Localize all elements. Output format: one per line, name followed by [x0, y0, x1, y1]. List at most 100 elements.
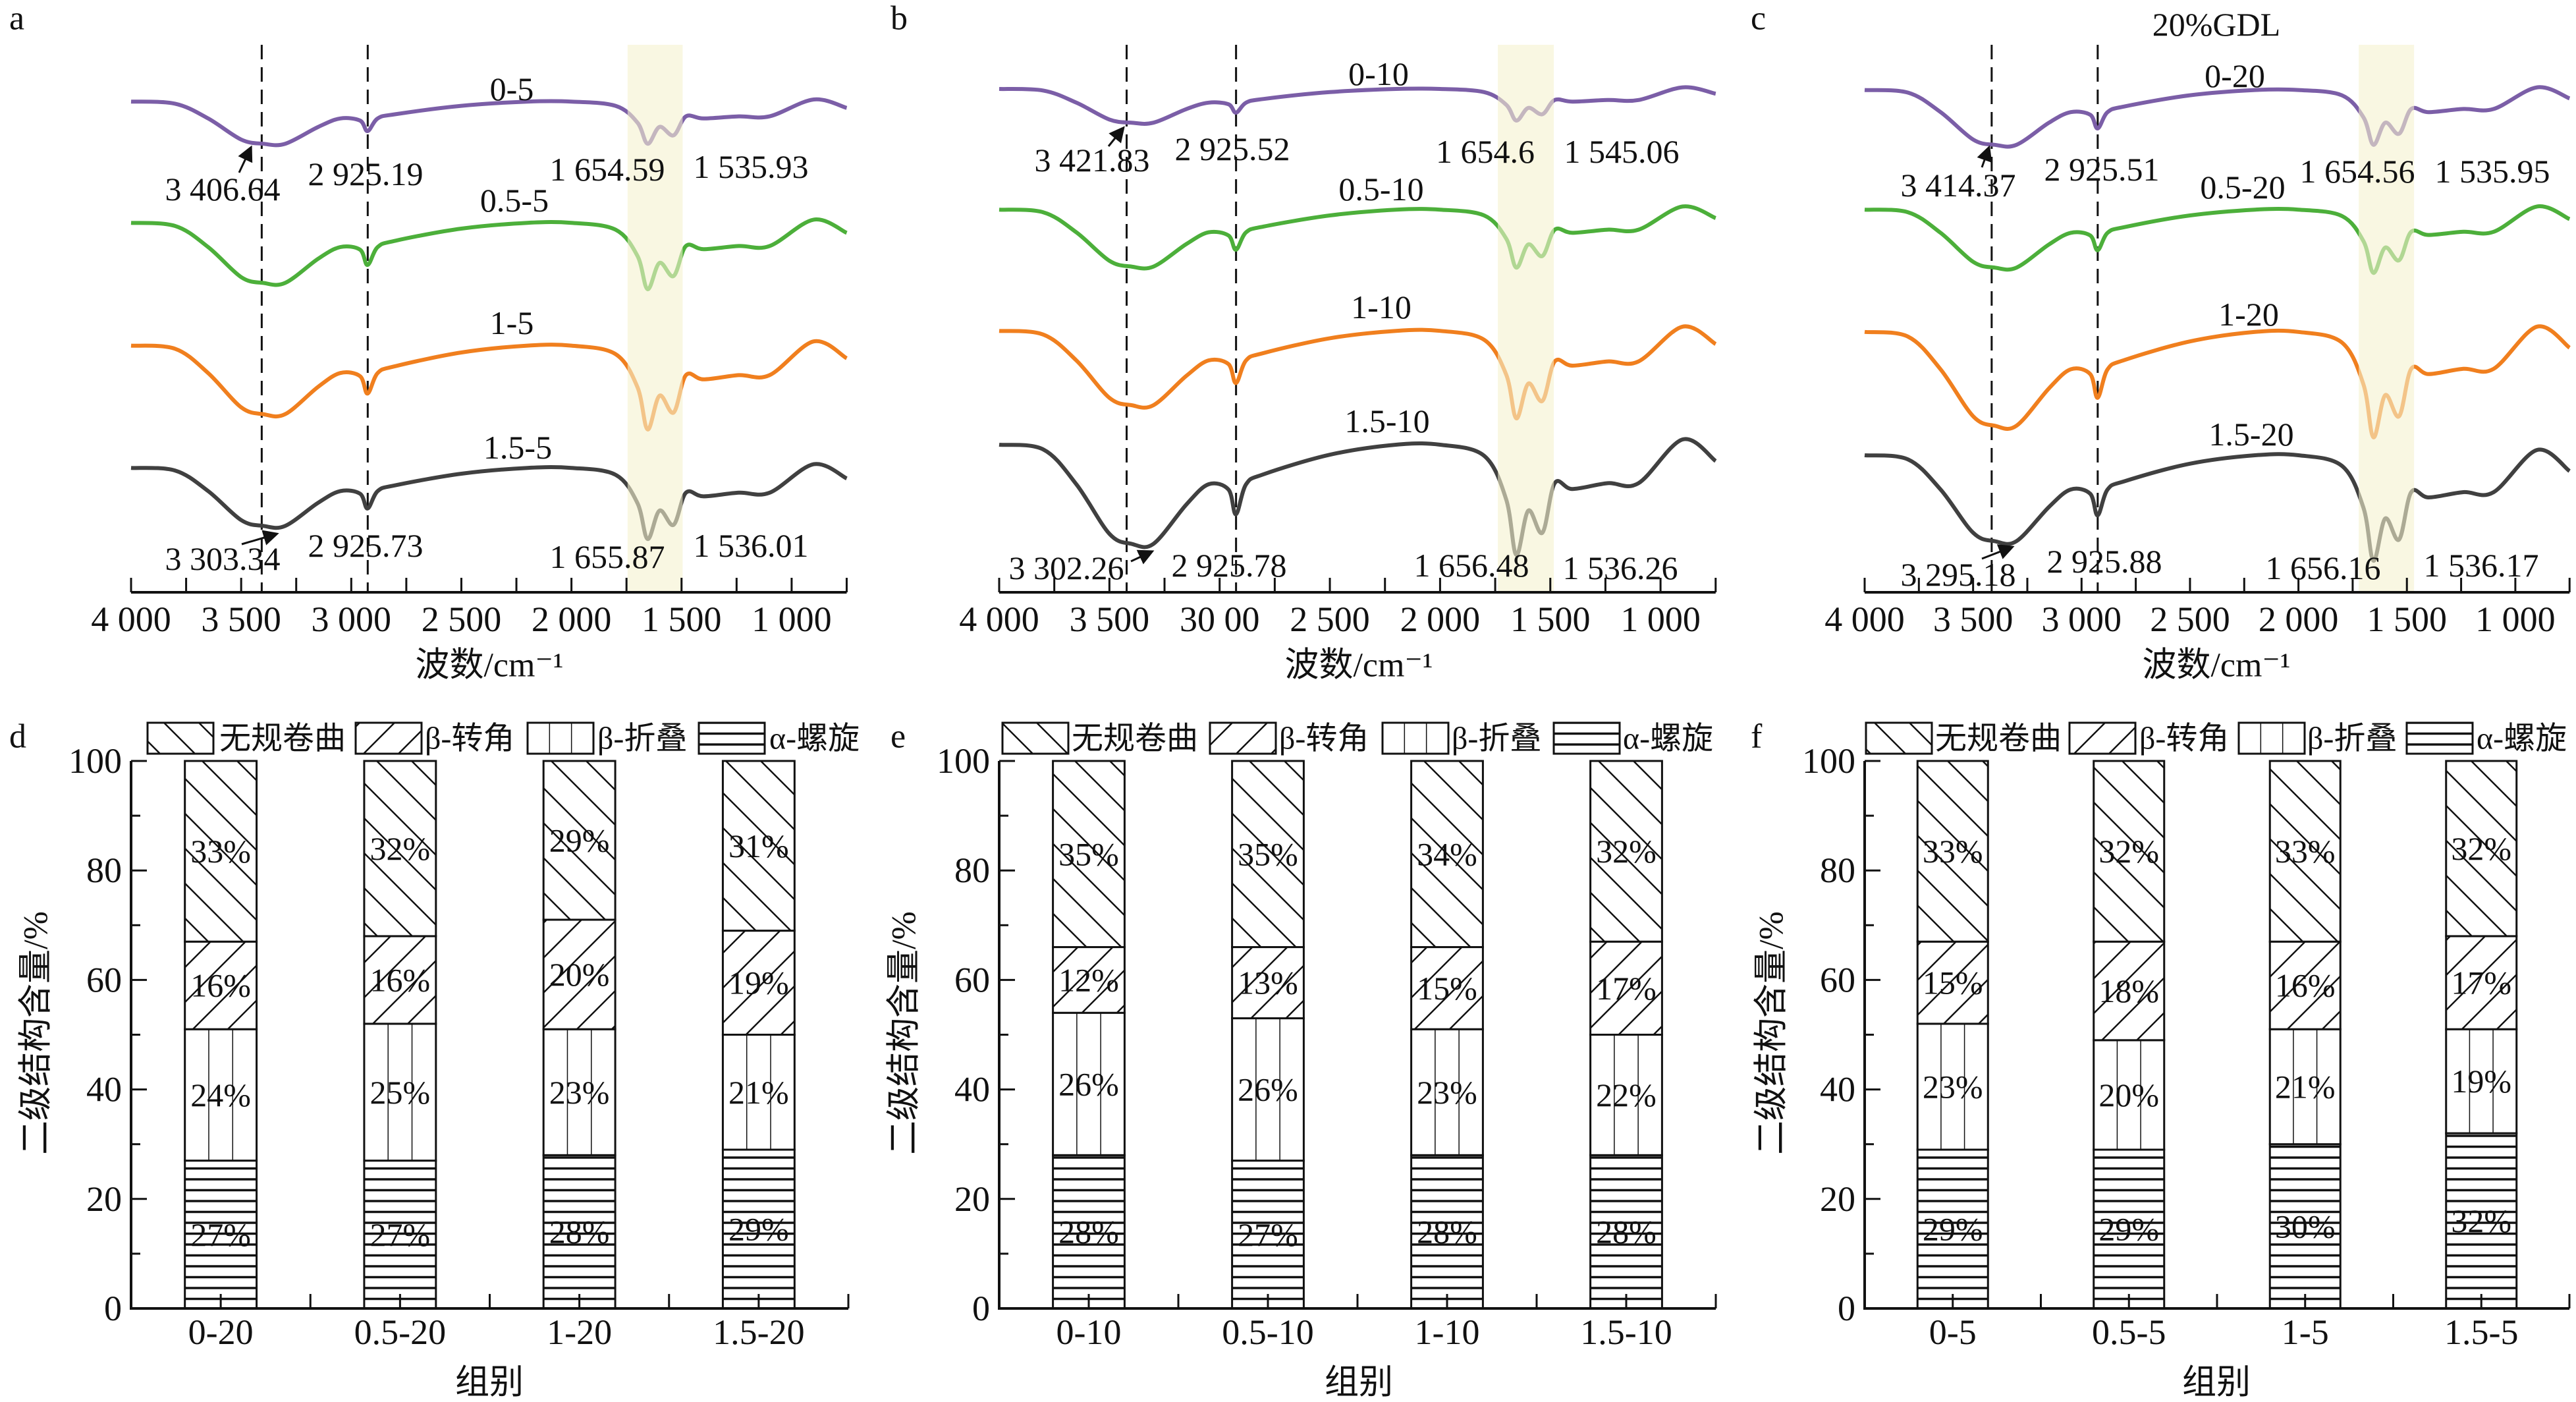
data-label: 22%	[1596, 1077, 1657, 1113]
segment-hatch	[1053, 947, 1125, 1013]
data-label: 21%	[2275, 1068, 2336, 1105]
bar-segment-vertical-lines: 23%	[1916, 1023, 1989, 1151]
legend-item: 无规卷曲	[1865, 721, 2062, 756]
segment-outline	[2405, 721, 2474, 755]
series-label: 1-10	[1351, 289, 1411, 325]
x-tick-label: 4 000	[959, 600, 1039, 639]
legend-label: α-螺旋	[769, 721, 860, 756]
segment-hatch	[148, 723, 213, 754]
y-tick-label: 60	[954, 960, 990, 999]
legend-item: α-螺旋	[698, 721, 860, 756]
x-tick-label: 1.5-5	[2444, 1312, 2518, 1352]
bar-segment-vertical-lines: 23%	[542, 1028, 617, 1156]
segment-hatch	[1053, 761, 1125, 947]
bar-panel-f: f 29% 23% 15% 33% 0-5 29% 20% 18% 32% 0.5-5 30% 21% 1…	[1751, 718, 2571, 1402]
peak-annotation: 2 925.51	[2044, 151, 2160, 188]
data-label: 35%	[1238, 835, 1298, 872]
spectrum-line-1.5-5	[130, 462, 848, 542]
peak-annotation: 3 406.64	[165, 171, 281, 208]
segment-background	[543, 1029, 616, 1156]
data-label: 34%	[1417, 835, 1477, 872]
peak-annotation: 1 535.95	[2435, 153, 2550, 190]
data-label: 23%	[1417, 1074, 1477, 1111]
bar-segment-horizontal-lines: 27%	[1231, 1160, 1305, 1310]
x-tick-label: 1 500	[2367, 600, 2448, 639]
bar-panel-e: e 28% 26% 12% 35% 0-10 27% 26% 13% 35% 0.5-10 28% 23…	[886, 718, 1717, 1402]
x-tick-label: 4 000	[91, 600, 171, 639]
x-tick-label: 2 500	[422, 600, 502, 639]
y-tick-label: 100	[1802, 741, 1855, 781]
segment-hatch	[723, 761, 795, 931]
segment-hatch	[2270, 941, 2341, 1030]
x-tick-label: 3 000	[312, 600, 392, 639]
segment-outline	[1589, 760, 1663, 943]
data-label: 17%	[2451, 965, 2511, 1001]
amide-highlight-band	[627, 45, 683, 592]
data-label: 25%	[370, 1074, 431, 1111]
series-label: 0.5-20	[2200, 169, 2285, 206]
peak-annotation: 3 303.34	[165, 540, 281, 577]
peak-annotation: 3 295.18	[1901, 556, 2016, 593]
series-label: 1-5	[490, 304, 534, 341]
bar-segment-back-diagonal: 32%	[1589, 760, 1663, 943]
segment-outline	[1381, 721, 1450, 755]
segment-outline	[2268, 760, 2342, 943]
segment-hatch	[184, 1160, 257, 1308]
segment-background	[528, 723, 593, 754]
segment-background	[1232, 1018, 1304, 1161]
bar-segment-forward-diagonal: 13%	[1231, 946, 1305, 1020]
segment-hatch	[543, 761, 616, 920]
x-tick-label: 1.5-20	[713, 1312, 804, 1352]
bar-segment-back-diagonal: 32%	[2093, 760, 2166, 943]
arrow-icon	[241, 530, 279, 546]
legend-label: α-螺旋	[2477, 721, 2567, 756]
data-label: 23%	[549, 1074, 610, 1111]
ftir-panel-c: c 20%GDL 0-20 0.5-20 1-20 1.5-20 3 414.37 2 925…	[1751, 0, 2571, 685]
segment-outline	[363, 760, 437, 938]
segment-hatch	[1554, 723, 1620, 754]
legend: 无规卷曲 β-转角 β-折叠 α-螺旋	[1001, 721, 1713, 756]
y-axis-label: 二级结构含量/%	[886, 911, 923, 1155]
bar-0.5-5: 29% 20% 18% 32%	[2093, 760, 2166, 1310]
segment-outline	[2093, 760, 2166, 943]
legend-label: β-折叠	[1452, 721, 1541, 756]
data-label: 16%	[2275, 967, 2336, 1004]
series-label: 0.5-10	[1338, 171, 1423, 208]
segment-background	[1383, 723, 1448, 754]
peak-annotation: 1 536.01	[694, 527, 809, 564]
peak-annotation: 2 925.19	[308, 155, 424, 192]
segment-background	[2093, 1040, 2164, 1150]
segment-hatch	[364, 936, 436, 1024]
arrow-icon	[1981, 544, 2015, 560]
y-axis-label: 二级结构含量/%	[18, 911, 55, 1155]
segment-outline	[354, 721, 423, 755]
bar-segment-forward-diagonal: 15%	[1916, 940, 1989, 1025]
segment-hatch	[2093, 1150, 2164, 1308]
peak-annotation: 1 656.16	[2266, 549, 2381, 586]
data-label: 33%	[2275, 833, 2336, 870]
x-tick-label: 2 000	[1400, 600, 1481, 639]
data-label: 19%	[728, 965, 789, 1001]
segment-hatch	[1590, 761, 1662, 942]
bar-segment-forward-diagonal: 17%	[2445, 935, 2518, 1030]
segment-hatch	[364, 761, 436, 936]
segment-hatch	[1590, 941, 1662, 1035]
segment-outline	[1209, 721, 1277, 755]
segment-outline	[146, 721, 215, 755]
x-tick-label: 0-10	[1056, 1312, 1122, 1352]
bar-1.5-20: 29% 21% 19% 31%	[721, 760, 796, 1310]
arrow-icon	[238, 145, 253, 173]
bar-segment-vertical-lines: 21%	[2268, 1028, 2342, 1146]
legend-item: β-转角	[354, 721, 514, 756]
segment-hatch	[1411, 1155, 1483, 1308]
data-label: 29%	[2098, 1211, 2159, 1248]
spectrum-line-0.5-20	[1864, 204, 2571, 275]
segment-hatch	[184, 941, 257, 1030]
data-label: 32%	[370, 830, 431, 867]
segment-hatch	[723, 1150, 795, 1308]
spectrum-line-0-5	[130, 97, 848, 148]
x-tick-label: 2 500	[1290, 600, 1370, 639]
bar-segment-horizontal-lines: 27%	[363, 1160, 437, 1310]
peak-annotation: 3 421.83	[1035, 142, 1150, 179]
y-tick-label: 80	[954, 851, 990, 890]
